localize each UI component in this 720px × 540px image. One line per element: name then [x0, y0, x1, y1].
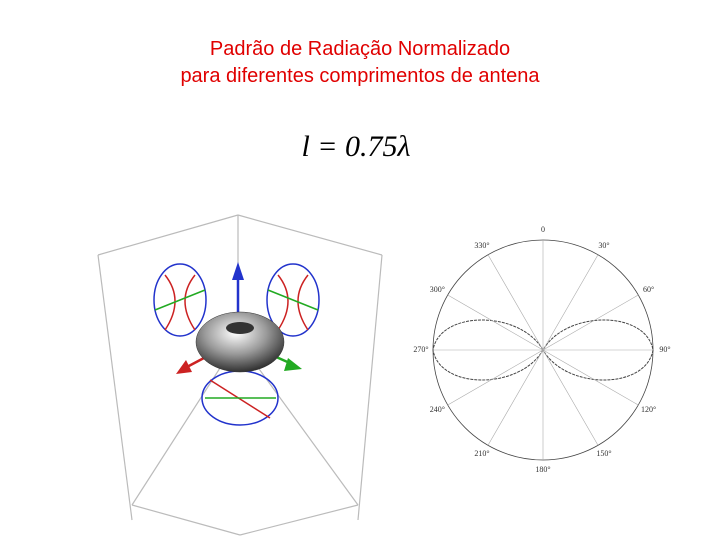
polar-label: 270°	[413, 345, 428, 354]
polar-label: 60°	[643, 285, 654, 294]
polar-label: 90°	[659, 345, 670, 354]
polar-label: 150°	[596, 449, 611, 458]
spoke	[447, 349, 544, 406]
polar-label: 120°	[641, 405, 656, 414]
radiation-3d	[97, 214, 383, 536]
spoke	[542, 349, 639, 406]
polar-label: 240°	[430, 405, 445, 414]
spoke	[487, 349, 544, 446]
formula: l = 0.75λ	[301, 130, 410, 163]
polar-label: 180°	[535, 465, 550, 474]
title-line: para diferentes comprimentos de antena	[180, 65, 540, 87]
spoke	[542, 349, 599, 446]
title-line: Padrão de Radiação Normalizado	[210, 38, 510, 60]
polar-label: 300°	[430, 285, 445, 294]
polar-label: 30°	[598, 241, 609, 250]
spoke	[542, 254, 599, 351]
spoke	[487, 254, 544, 351]
polar-plot	[432, 239, 654, 461]
spoke	[447, 294, 544, 351]
polar-label: 330°	[474, 241, 489, 250]
spoke	[542, 294, 639, 351]
polar-label: 210°	[474, 449, 489, 458]
polar-label: 0	[541, 225, 545, 234]
